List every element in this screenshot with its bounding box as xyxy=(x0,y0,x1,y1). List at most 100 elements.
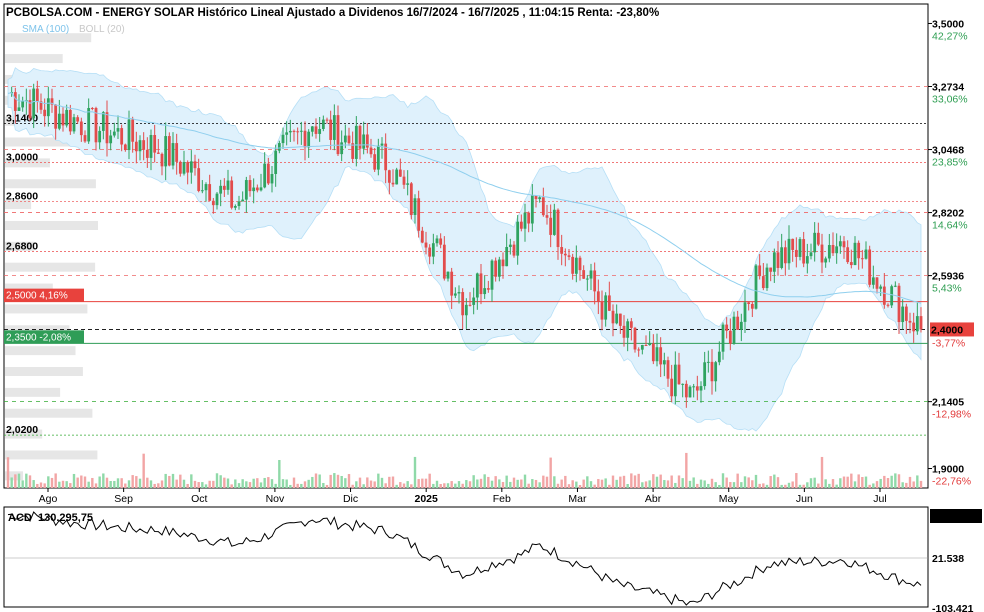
boll-legend[interactable]: BOLL (20) xyxy=(79,24,125,35)
candle-body xyxy=(626,321,630,338)
candle-body xyxy=(263,163,267,188)
volume-bar xyxy=(637,473,640,488)
volume-profile-bar xyxy=(5,387,61,397)
volume-bar xyxy=(912,481,915,488)
volume-bar xyxy=(754,474,758,488)
candle-body xyxy=(332,115,336,140)
y-tick-label: 2,8202 xyxy=(932,208,964,220)
candle-body xyxy=(611,310,615,324)
volume-bar xyxy=(402,483,406,488)
volume-bar xyxy=(443,483,446,488)
volume-bar xyxy=(94,483,98,488)
volume-bar xyxy=(146,477,149,488)
volume-bar xyxy=(14,474,17,488)
y-tick-percent: -22,76% xyxy=(932,476,971,488)
candle-body xyxy=(215,193,219,206)
volume-bar xyxy=(292,477,296,488)
volume-bar xyxy=(644,481,648,488)
volume-bar xyxy=(820,456,824,488)
volume-bar xyxy=(795,473,798,488)
candle-body xyxy=(252,187,256,192)
candle-body xyxy=(802,239,806,264)
x-tick-label: Ago xyxy=(39,493,58,505)
volume-bar xyxy=(219,475,222,488)
volume-bar xyxy=(215,473,219,488)
candle-body xyxy=(442,244,446,279)
volume-bar xyxy=(850,473,853,488)
candle-body xyxy=(46,98,50,117)
candle-body xyxy=(791,238,795,250)
volume-bar xyxy=(212,480,215,488)
candle-body xyxy=(651,343,655,362)
volume-bar xyxy=(542,475,545,488)
candle-body xyxy=(560,247,564,254)
candle-body xyxy=(285,132,289,135)
volume-bar xyxy=(872,483,875,488)
candle-body xyxy=(798,239,802,257)
volume-bar xyxy=(593,484,596,488)
candle-body xyxy=(622,325,626,338)
candle-body xyxy=(633,327,637,350)
candle-body xyxy=(17,107,21,111)
volume-bar xyxy=(586,476,589,488)
candle-body xyxy=(369,147,373,155)
candle-body xyxy=(827,245,831,259)
volume-bar xyxy=(465,480,468,488)
candle-body xyxy=(197,168,201,191)
candle-body xyxy=(864,249,868,259)
candle-body xyxy=(50,98,54,105)
sma-legend[interactable]: SMA (100) xyxy=(22,24,69,35)
candle-body xyxy=(208,184,212,201)
box-level-label: 2,5000 4,16% xyxy=(6,291,68,302)
volume-bar xyxy=(50,477,54,488)
bollinger-band-area xyxy=(7,67,922,432)
candle-body xyxy=(156,152,160,154)
candle-body xyxy=(457,292,461,294)
candle-body xyxy=(681,383,685,385)
candle-body xyxy=(739,321,743,330)
candle-body xyxy=(54,104,58,129)
volume-bar xyxy=(842,476,846,488)
candle-body xyxy=(409,183,413,215)
volume-bar xyxy=(619,476,622,488)
volume-bars xyxy=(6,452,923,488)
candle-body xyxy=(853,242,857,266)
volume-bar xyxy=(157,483,160,488)
volume-bar xyxy=(567,484,571,488)
candle-body xyxy=(186,162,190,173)
volume-bar xyxy=(362,484,365,488)
volume-bar xyxy=(91,477,94,488)
volume-bar xyxy=(417,479,420,488)
volume-bar xyxy=(124,483,127,488)
volume-bar xyxy=(813,477,816,488)
volume-bar xyxy=(571,480,574,488)
candle-body xyxy=(523,212,527,229)
volume-bar xyxy=(391,476,395,488)
volume-bar xyxy=(281,479,285,488)
volume-bar xyxy=(553,476,556,488)
volume-bar xyxy=(226,478,230,488)
candle-body xyxy=(505,246,509,267)
candle-body xyxy=(593,270,597,292)
volume-bar xyxy=(769,476,772,488)
candle-body xyxy=(365,134,369,148)
volume-bar xyxy=(725,477,728,488)
candle-body xyxy=(519,221,523,229)
candle-body xyxy=(600,301,604,320)
volume-bar xyxy=(835,484,838,488)
box-level-label: 2,3500 -2,08% xyxy=(6,332,71,343)
volume-bar xyxy=(780,484,783,488)
volume-bar xyxy=(630,473,633,488)
volume-bar xyxy=(160,480,164,488)
volume-bar xyxy=(186,483,189,488)
volume-bar xyxy=(890,475,893,488)
volume-bar xyxy=(729,482,732,488)
volume-bar xyxy=(164,473,167,488)
volume-bar xyxy=(197,482,200,488)
candle-body xyxy=(182,162,186,174)
candle-body xyxy=(545,215,549,218)
volume-bar xyxy=(534,479,538,488)
y-tick-label: 3,2734 xyxy=(932,82,964,94)
candle-body xyxy=(673,364,677,397)
y-tick-label: 3,0468 xyxy=(932,145,964,157)
